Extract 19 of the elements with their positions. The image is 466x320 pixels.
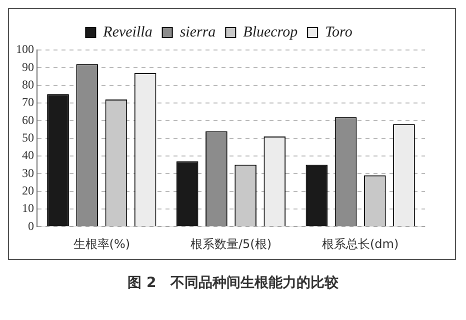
y-tick-label: 40 (22, 148, 34, 162)
x-tick-label: 根系数量/5(根) (190, 236, 272, 251)
text: 图 2 不同品种间生根能力的比较 (126, 274, 340, 292)
y-tick-label: 100 (16, 42, 34, 56)
y-tick-label: 20 (22, 183, 34, 198)
y-tick-label: 90 (22, 60, 34, 74)
y-tick-label: 50 (22, 130, 34, 144)
legend-label: Bluecrop (243, 24, 298, 40)
y-tick-label: 10 (22, 201, 34, 216)
legend-label: sierra (180, 24, 216, 40)
x-tick-label: 生根率(%) (73, 236, 130, 251)
y-tick-label: 70 (22, 95, 34, 110)
y-tick-label: 30 (22, 166, 34, 180)
x-tick-label: 根系总长(dm) (322, 236, 399, 251)
legend-label: Reveilla (102, 24, 152, 40)
y-tick-label: 60 (22, 112, 34, 127)
y-tick-label: 80 (22, 77, 34, 92)
legend-label: Toro (325, 24, 353, 40)
y-tick-label: 0 (28, 218, 34, 233)
